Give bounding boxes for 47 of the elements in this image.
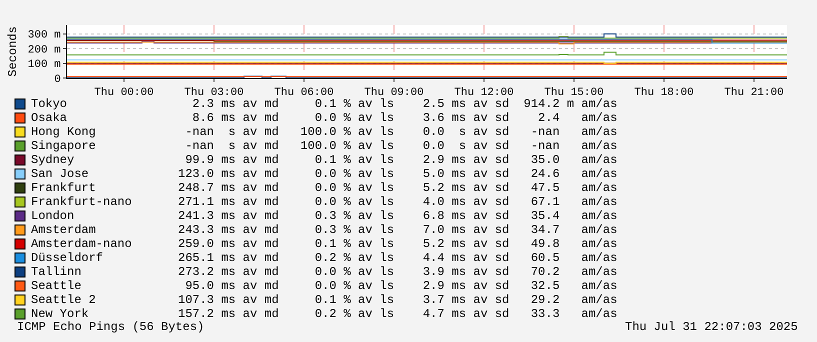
y-axis-title: Seconds [6, 26, 20, 77]
legend-label: Düsseldorf [31, 251, 104, 265]
x-tick-label: Thu 03:00 [184, 87, 244, 100]
text: 123.0 ms av md 0.0 % av ls 5.0 ms av sd 24.6 am/as [178, 167, 618, 181]
text: -nan s av md 100.0 % av ls 0.0 s av sd -nan am/as [178, 125, 618, 139]
legend-label: Tokyo [31, 97, 68, 111]
text: 99.9 ms av md 0.1 % av ls 2.9 ms av sd 35.0 am/as [178, 153, 618, 167]
y-tick-label: 200 m [28, 44, 62, 56]
text: 8.6 ms av md 0.0 % av ls 3.6 ms av sd 2.4 am/as [178, 111, 618, 125]
legend-label: Seattle 2 [31, 293, 96, 307]
legend-label: Tallinn [31, 265, 82, 279]
legend-label: Singapore [31, 139, 96, 153]
text: 95.0 ms av md 0.0 % av ls 2.9 ms av sd 32.5 am/as [178, 279, 618, 293]
text: 107.3 ms av md 0.1 % av ls 3.7 ms av sd 29.2 am/as [178, 293, 618, 307]
x-tick-label: Thu 00:00 [94, 87, 154, 100]
legend-label: London [31, 209, 74, 223]
legend-label: Frankfurt-nano [31, 195, 132, 209]
x-tick-label: Thu 09:00 [364, 87, 424, 100]
text: 271.1 ms av md 0.0 % av ls 4.0 ms av sd 67.1 am/as [178, 195, 618, 209]
x-tick-label: Thu 12:00 [454, 87, 514, 100]
legend-label: Seattle [31, 279, 82, 293]
text: 273.2 ms av md 0.0 % av ls 3.9 ms av sd 70.2 am/as [178, 265, 618, 279]
text: 259.0 ms av md 0.1 % av ls 5.2 ms av sd 49.8 am/as [178, 237, 618, 251]
x-tick-label: Thu 06:00 [274, 87, 334, 100]
legend-label: Amsterdam-nano [31, 237, 132, 251]
text: 241.3 ms av md 0.3 % av ls 6.8 ms av sd 35.4 am/as [178, 209, 618, 223]
y-tick-label: 300 m [28, 30, 62, 42]
legend-label: New York [31, 307, 89, 321]
text: 265.1 ms av md 0.2 % av ls 4.4 ms av sd 60.5 am/as [178, 251, 618, 265]
text: ICMP Echo Pings (56 Bytes) [17, 320, 204, 334]
text: 2.3 ms av md 0.1 % av ls 2.5 ms av sd 914.2 m am/as [178, 97, 618, 111]
legend-label: Hong Kong [31, 125, 96, 139]
x-tick-label: Thu 15:00 [544, 87, 604, 100]
text: Thu Jul 31 22:07:03 2025 [625, 320, 798, 334]
legend-label: Amsterdam [31, 223, 96, 237]
legend-label: Frankfurt [31, 181, 96, 195]
legend-label: Osaka [31, 111, 68, 125]
text: 248.7 ms av md 0.0 % av ls 5.2 ms av sd 47.5 am/as [178, 181, 618, 195]
y-tick-label: 0 [54, 74, 61, 86]
y-tick-label: 100 m [28, 59, 62, 72]
x-tick-label: Thu 21:00 [724, 87, 784, 100]
x-tick-label: Thu 18:00 [634, 87, 694, 100]
legend-label: Sydney [31, 153, 74, 167]
legend-label: San Jose [31, 167, 89, 181]
text: -nan s av md 100.0 % av ls 0.0 s av sd -nan am/as [178, 139, 618, 153]
text: 243.3 ms av md 0.3 % av ls 7.0 ms av sd 34.7 am/as [178, 223, 618, 237]
text: 157.2 ms av md 0.2 % av ls 4.7 ms av sd 33.3 am/as [178, 307, 618, 321]
